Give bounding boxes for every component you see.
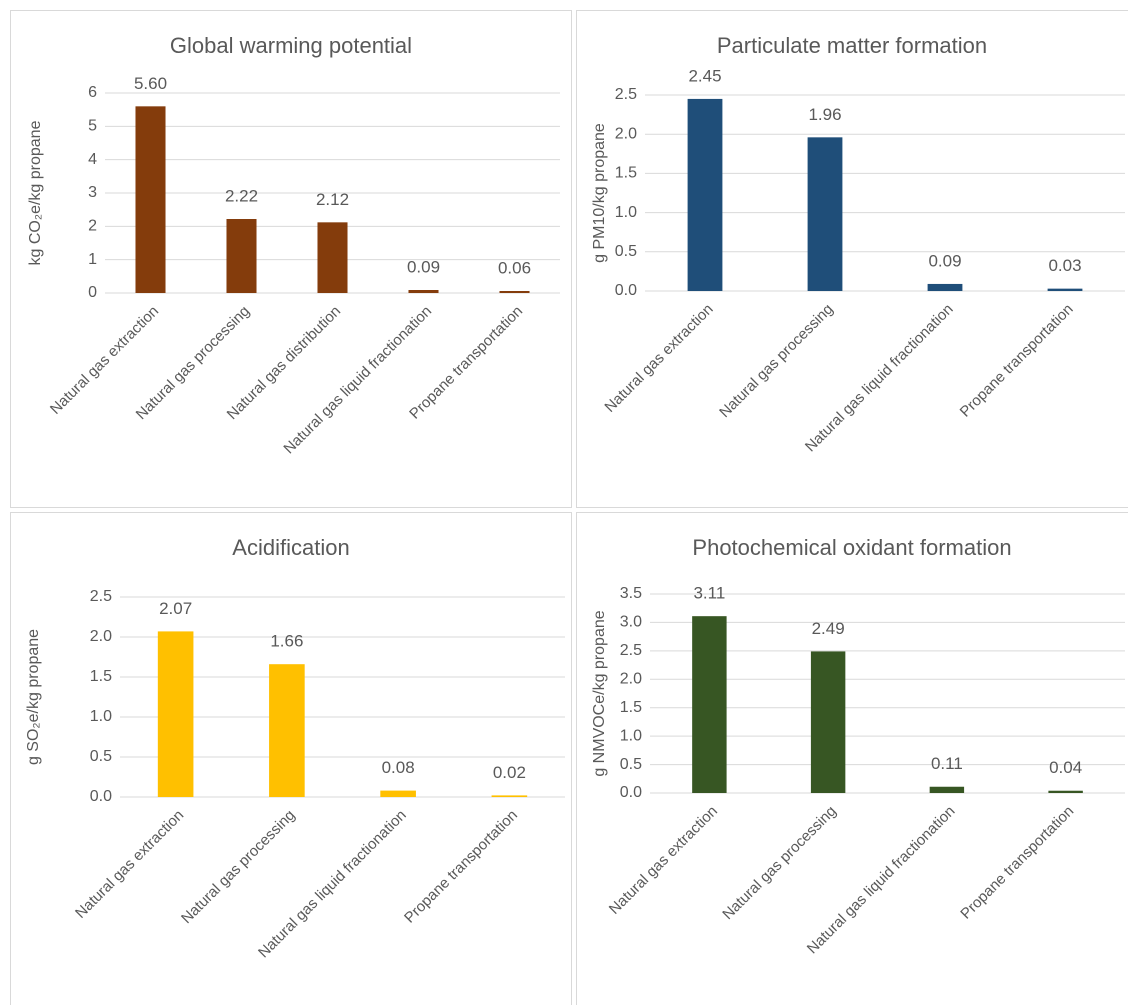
- x-tick-label: Natural gas extraction: [606, 803, 721, 918]
- value-label: 0.03: [1048, 256, 1081, 275]
- y-tick-label: 1.5: [620, 699, 642, 716]
- y-tick-label: 3: [88, 184, 97, 201]
- y-tick-label: 3.0: [620, 614, 642, 631]
- y-tick-label: 6: [88, 84, 97, 101]
- y-tick-label: 1.5: [615, 165, 637, 182]
- bar: [1047, 288, 1083, 291]
- bar: [687, 98, 723, 291]
- panel-border: [576, 512, 1128, 1005]
- y-tick-label: 1.0: [615, 204, 637, 221]
- chart-title: Global warming potential: [170, 33, 412, 58]
- x-tick-label: Natural gas processing: [178, 807, 299, 928]
- y-tick-label: 0.0: [90, 788, 112, 805]
- bar: [317, 222, 348, 293]
- bar: [491, 795, 528, 797]
- y-tick-label: 2.0: [620, 671, 642, 688]
- bar: [929, 786, 965, 793]
- y-tick-label: 0.5: [615, 243, 637, 260]
- y-tick-label: 0.5: [620, 756, 642, 773]
- y-tick-label: 2.0: [615, 125, 637, 142]
- panel-border: [10, 512, 572, 1005]
- value-label: 0.11: [931, 754, 963, 773]
- y-tick-label: 1.5: [90, 668, 112, 685]
- chart-title: Particulate matter formation: [717, 33, 987, 58]
- value-label: 2.45: [688, 66, 721, 85]
- value-label: 2.49: [812, 619, 845, 638]
- bar: [226, 219, 257, 293]
- panel-border: [10, 10, 572, 508]
- x-tick-label: Propane transportation: [957, 803, 1077, 923]
- x-tick-label: Propane transportation: [401, 807, 521, 927]
- y-axis-label: g PM10/kg propane: [591, 123, 608, 263]
- x-tick-label: Natural gas extraction: [72, 807, 187, 922]
- y-tick-label: 5: [88, 118, 97, 135]
- bar: [157, 631, 194, 797]
- x-tick-label: Natural gas processing: [716, 301, 837, 422]
- value-label: 1.66: [270, 632, 303, 651]
- y-axis-label: g NMVOCe/kg propane: [591, 610, 608, 776]
- value-label: 2.07: [159, 599, 192, 618]
- chart-title: Photochemical oxidant formation: [692, 535, 1011, 560]
- y-tick-label: 0.0: [620, 784, 642, 801]
- y-tick-label: 3.5: [620, 585, 642, 602]
- y-tick-label: 0: [88, 284, 97, 301]
- x-tick-label: Natural gas processing: [719, 803, 840, 924]
- bar: [1048, 790, 1083, 793]
- bar: [135, 106, 166, 293]
- bar: [269, 664, 305, 797]
- y-tick-label: 1: [88, 251, 97, 268]
- chart-title: Acidification: [232, 535, 349, 560]
- value-label: 0.06: [498, 258, 531, 277]
- bar: [810, 651, 846, 793]
- value-label: 2.12: [316, 190, 349, 209]
- value-label: 0.04: [1049, 758, 1082, 777]
- y-tick-label: 2.5: [620, 642, 642, 659]
- x-tick-label: Propane transportation: [957, 301, 1077, 421]
- panel-border: [576, 10, 1128, 508]
- value-label: 1.96: [808, 105, 841, 124]
- y-tick-label: 2.5: [615, 86, 637, 103]
- bar: [499, 291, 530, 293]
- value-label: 0.08: [382, 758, 415, 777]
- y-tick-label: 2.5: [90, 588, 112, 605]
- y-tick-label: 0.5: [90, 748, 112, 765]
- x-tick-label: Natural gas liquid fractionation: [280, 303, 435, 458]
- value-label: 5.60: [134, 74, 167, 93]
- bar: [380, 790, 416, 797]
- bar: [408, 290, 439, 293]
- value-label: 3.11: [693, 584, 725, 603]
- y-tick-label: 4: [88, 151, 97, 168]
- y-tick-label: 0.0: [615, 282, 637, 299]
- y-axis-label: kg CO₂e/kg propane: [27, 120, 44, 265]
- y-tick-label: 2.0: [90, 628, 112, 645]
- bar: [692, 616, 727, 793]
- x-tick-label: Natural gas extraction: [601, 301, 716, 416]
- y-tick-label: 1.0: [90, 708, 112, 725]
- value-label: 2.22: [225, 186, 258, 205]
- y-tick-label: 1.0: [620, 727, 642, 744]
- bar: [807, 137, 843, 291]
- bar: [927, 283, 963, 291]
- value-label: 0.02: [493, 763, 526, 782]
- y-axis-label: g SO₂e/kg propane: [25, 629, 42, 765]
- y-tick-label: 2: [88, 218, 97, 235]
- value-label: 0.09: [928, 251, 961, 270]
- value-label: 0.09: [407, 257, 440, 276]
